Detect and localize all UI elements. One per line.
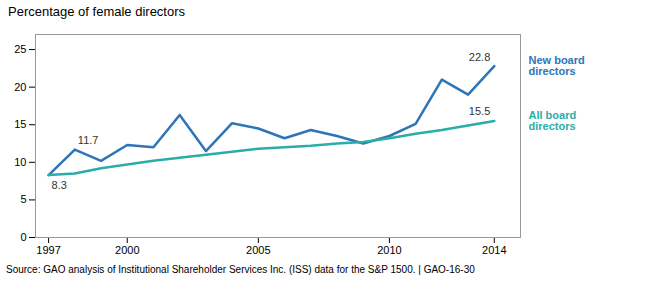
svg-text:20: 20 <box>14 81 26 93</box>
svg-text:15.5: 15.5 <box>469 105 490 117</box>
svg-text:8.3: 8.3 <box>52 179 67 191</box>
svg-text:New boarddirectors: New boarddirectors <box>529 54 585 77</box>
svg-text:2000: 2000 <box>115 244 139 256</box>
svg-text:15: 15 <box>14 118 26 130</box>
svg-text:22.8: 22.8 <box>469 51 490 63</box>
svg-text:11.7: 11.7 <box>78 134 99 146</box>
html-text:Source: GAO analysis of Instit: Source: GAO analysis of Institutional Sh… <box>6 264 475 275</box>
html-text:Percentage of female directors: Percentage of female directors <box>8 4 185 19</box>
svg-text:2005: 2005 <box>246 244 270 256</box>
svg-text:2010: 2010 <box>377 244 401 256</box>
svg-text:0: 0 <box>20 231 26 243</box>
svg-text:25: 25 <box>14 43 26 55</box>
svg-text:All boarddirectors: All boarddirectors <box>529 109 577 132</box>
svg-text:5: 5 <box>20 193 26 205</box>
svg-text:1997: 1997 <box>36 244 60 256</box>
svg-text:2014: 2014 <box>482 244 506 256</box>
svg-text:10: 10 <box>14 156 26 168</box>
